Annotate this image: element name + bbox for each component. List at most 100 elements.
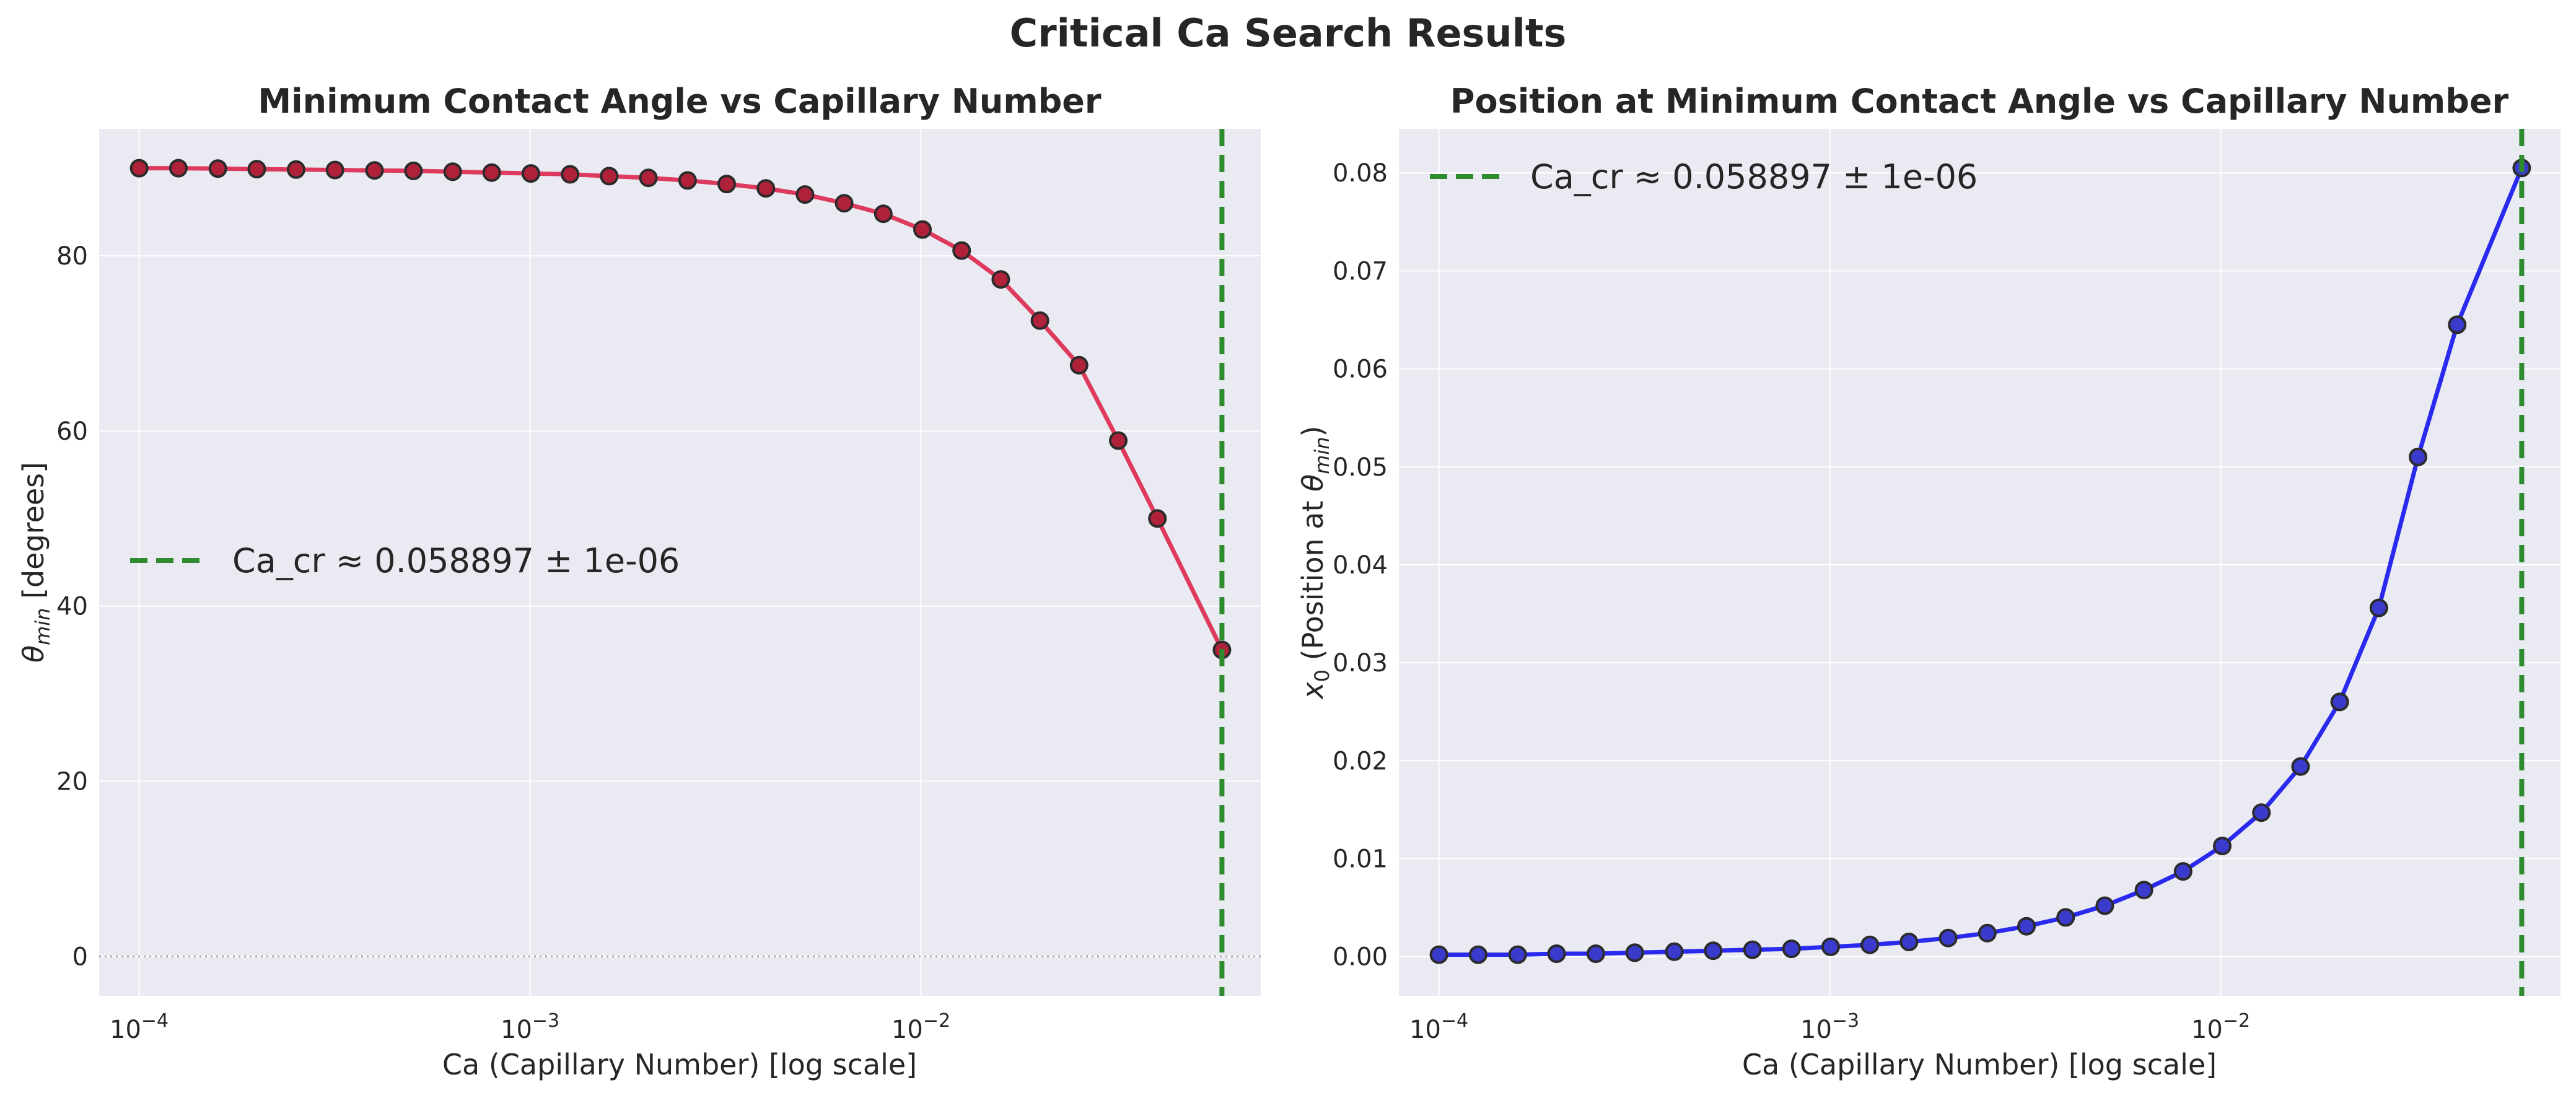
y-label-x-symbol: x bbox=[1296, 682, 1330, 700]
data-point bbox=[1069, 355, 1089, 375]
x-tick-labels: 10−4 10−3 10−2 bbox=[1409, 1010, 2250, 1044]
series-group bbox=[129, 129, 1232, 996]
data-point bbox=[835, 194, 854, 213]
data-point bbox=[2095, 896, 2114, 915]
legend: Ca_cr ≈ 0.058897 ± 1e-06 bbox=[1430, 157, 1978, 196]
x-axis-label: Ca (Capillary Number) [log scale] bbox=[1742, 1048, 2217, 1081]
y-tick-label: 0.03 bbox=[1333, 649, 1388, 678]
data-point bbox=[1109, 431, 1128, 450]
data-point bbox=[2213, 837, 2232, 855]
series-line bbox=[1439, 167, 2524, 957]
y-axis-label: x0 (Position at θmin) bbox=[1296, 425, 1334, 700]
y-tick-label: 0 bbox=[72, 943, 88, 971]
data-point bbox=[1586, 944, 1605, 963]
data-point bbox=[482, 163, 501, 182]
y-tick-labels: 0.00 0.01 0.02 0.03 0.04 0.05 0.06 0.07 0.08 bbox=[1333, 159, 1388, 972]
data-point bbox=[169, 159, 188, 178]
x-tick-label: 10−4 bbox=[110, 1010, 169, 1044]
data-point bbox=[2291, 757, 2310, 776]
grid-lines bbox=[1399, 129, 2561, 996]
data-point bbox=[1030, 311, 1049, 330]
y-label-theta-symbol: θ bbox=[1296, 474, 1330, 492]
data-point bbox=[952, 241, 971, 260]
data-point bbox=[521, 164, 540, 183]
y-tick-label: 0.01 bbox=[1333, 845, 1388, 874]
data-point bbox=[2252, 803, 2271, 822]
y-label-close-paren: ) bbox=[1296, 425, 1330, 437]
data-point bbox=[1429, 945, 1448, 964]
data-point bbox=[2409, 447, 2427, 466]
data-point bbox=[991, 270, 1010, 289]
data-point bbox=[247, 160, 266, 179]
data-point bbox=[2134, 881, 2153, 900]
x-tick-label: 10−2 bbox=[892, 1010, 950, 1044]
data-point bbox=[404, 161, 423, 180]
panel-title: Position at Minimum Contact Angle vs Cap… bbox=[1450, 82, 2509, 121]
y-tick-label: 60 bbox=[56, 417, 88, 446]
data-point bbox=[286, 160, 305, 179]
data-point bbox=[874, 204, 893, 224]
data-point bbox=[1743, 940, 1762, 959]
panel-title: Minimum Contact Angle vs Capillary Numbe… bbox=[258, 82, 1101, 121]
y-label-theta-subscript: min bbox=[1310, 437, 1334, 474]
data-point bbox=[2173, 862, 2193, 881]
data-point bbox=[2369, 598, 2388, 617]
series-group bbox=[1429, 129, 2531, 996]
axes-background bbox=[99, 129, 1261, 996]
data-point bbox=[1148, 509, 1167, 528]
data-point bbox=[639, 168, 658, 188]
data-point bbox=[2056, 908, 2075, 927]
legend: Ca_cr ≈ 0.058897 ± 1e-06 bbox=[130, 541, 680, 580]
x-axis-label: Ca (Capillary Number) [log scale] bbox=[442, 1048, 917, 1081]
y-tick-labels: 0 20 40 60 80 bbox=[56, 242, 88, 971]
data-point bbox=[1665, 942, 1684, 961]
y-label-unit: [degrees] bbox=[17, 462, 50, 608]
data-point bbox=[600, 167, 619, 186]
legend-label: Ca_cr ≈ 0.058897 ± 1e-06 bbox=[232, 541, 680, 580]
x-tick-label: 10−2 bbox=[2191, 1010, 2250, 1044]
y-tick-label: 20 bbox=[56, 768, 88, 796]
y-tick-label: 0.07 bbox=[1333, 257, 1388, 285]
y-tick-label: 80 bbox=[56, 242, 88, 271]
y-label-x-subscript: 0 bbox=[1310, 669, 1334, 682]
data-point bbox=[1704, 941, 1723, 961]
data-point bbox=[795, 185, 815, 204]
y-tick-label: 0.08 bbox=[1333, 159, 1388, 188]
figure-suptitle: Critical Ca Search Results bbox=[1010, 11, 1567, 56]
data-point bbox=[1508, 945, 1527, 964]
data-point bbox=[1939, 928, 1958, 948]
y-tick-label: 0.05 bbox=[1333, 453, 1388, 482]
data-point bbox=[1782, 939, 1801, 959]
data-point bbox=[2448, 315, 2467, 334]
data-point bbox=[325, 160, 344, 180]
data-point bbox=[1978, 923, 1997, 943]
x0-position-panel: 10−4 10−3 10−2 0.000.010.020.030.040.050.0… bbox=[1296, 82, 2561, 1081]
x-tick-labels: 10−4 10−3 10−2 bbox=[110, 1010, 950, 1044]
data-point bbox=[561, 165, 580, 184]
data-point bbox=[129, 159, 149, 178]
x-tick-label: 10−3 bbox=[501, 1010, 559, 1044]
data-point bbox=[1468, 945, 1487, 964]
theta-min-panel: 10−4 10−3 10−2 0 20 40 60 80 Minimum Contact A… bbox=[17, 82, 1261, 1081]
data-point bbox=[208, 159, 227, 178]
y-tick-label: 0.00 bbox=[1333, 943, 1388, 972]
data-point bbox=[678, 171, 697, 190]
y-axis-label: θmin [degrees] bbox=[17, 462, 55, 663]
data-point bbox=[2017, 917, 2036, 936]
data-point bbox=[365, 161, 384, 180]
x-tick-label: 10−4 bbox=[1409, 1010, 1468, 1044]
data-point bbox=[1625, 943, 1644, 962]
y-label-theta-subscript: min bbox=[31, 608, 55, 645]
data-point bbox=[1899, 933, 1919, 951]
axes-background bbox=[1399, 129, 2561, 996]
y-tick-label: 40 bbox=[56, 593, 88, 621]
data-point bbox=[443, 162, 462, 181]
data-point bbox=[756, 179, 776, 198]
y-label-text: (Position at bbox=[1296, 492, 1330, 669]
legend-label: Ca_cr ≈ 0.058897 ± 1e-06 bbox=[1530, 157, 1978, 196]
y-label-theta-symbol: θ bbox=[17, 645, 50, 663]
data-point bbox=[1821, 937, 1840, 956]
x-tick-label: 10−3 bbox=[1800, 1010, 1859, 1044]
series-line bbox=[139, 166, 1224, 651]
